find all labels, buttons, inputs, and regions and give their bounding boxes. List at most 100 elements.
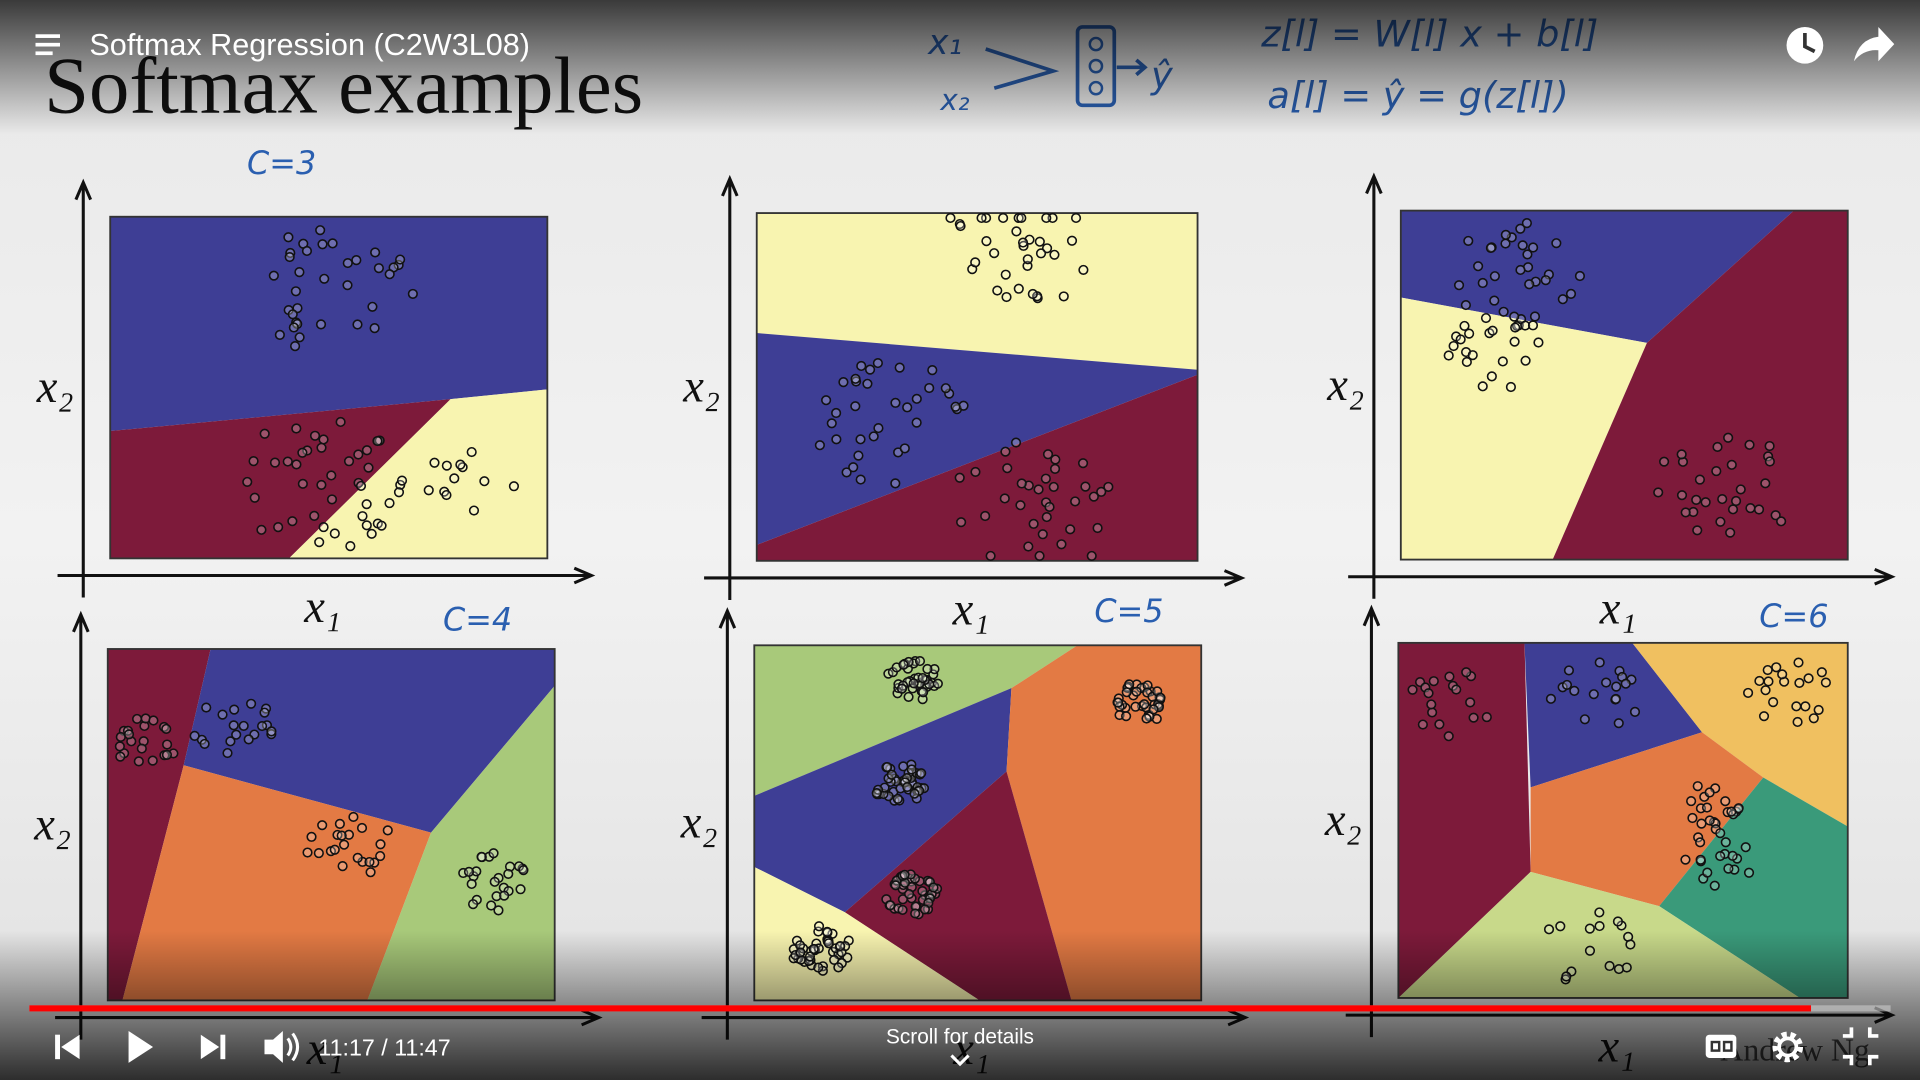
sample-point: [366, 528, 377, 539]
sample-point: [1042, 449, 1054, 460]
sample-point: [1701, 802, 1713, 813]
progress-played[interactable]: [29, 1005, 1812, 1012]
sample-point: [1515, 223, 1526, 234]
sample-point: [429, 457, 440, 468]
sample-point: [1426, 699, 1437, 710]
sample-point: [466, 446, 477, 458]
sample-point: [1444, 671, 1455, 682]
sample-point: [1092, 522, 1103, 534]
sample-point: [136, 743, 147, 754]
sample-point: [503, 868, 514, 879]
watch-later-button[interactable]: [1786, 26, 1824, 64]
sample-point: [471, 866, 482, 877]
sample-point: [1794, 677, 1805, 689]
sample-point: [1533, 337, 1544, 348]
sample-point: [814, 440, 825, 451]
sample-point: [1477, 381, 1488, 392]
sample-point: [1044, 501, 1055, 513]
sample-point: [922, 663, 933, 675]
fullscreen-button[interactable]: [1842, 1027, 1879, 1066]
sample-point: [883, 791, 894, 802]
sample-point: [441, 489, 452, 501]
sample-point: [318, 434, 329, 445]
sample-point: [393, 487, 405, 498]
video-title[interactable]: Softmax Regression (C2W3L08): [89, 28, 530, 62]
sample-point: [1820, 677, 1831, 688]
sample-point: [980, 510, 991, 522]
sample-point: [372, 435, 383, 447]
sample-point: [1487, 325, 1498, 336]
sample-point: [1762, 664, 1773, 676]
sample-point: [338, 839, 350, 850]
sample-point: [1065, 524, 1076, 535]
sample-point: [259, 428, 270, 439]
sample-point: [361, 520, 372, 531]
sample-point: [1764, 456, 1775, 467]
sample-point: [898, 761, 909, 772]
sample-point: [1033, 484, 1044, 495]
scroll-arrow: [950, 1054, 970, 1067]
volume-button[interactable]: [264, 1031, 300, 1063]
sample-point: [291, 459, 302, 470]
sample-point: [123, 729, 135, 740]
play-button[interactable]: [128, 1031, 154, 1063]
sample-point: [1078, 264, 1089, 276]
sample-point: [225, 736, 236, 747]
share-button[interactable]: [1853, 26, 1895, 62]
sample-point: [384, 269, 395, 280]
y-axis-label: x₂: [1326, 360, 1364, 411]
sample-point: [1726, 806, 1737, 817]
sample-point: [493, 905, 504, 916]
sample-point: [896, 683, 908, 694]
sample-point: [115, 731, 126, 743]
sample-point: [283, 232, 294, 243]
sample-point: [1070, 496, 1081, 507]
speaker-icon: [264, 1031, 283, 1063]
sample-point: [329, 844, 340, 855]
sample-point: [1080, 481, 1091, 492]
sample-point: [1760, 685, 1771, 696]
sample-point: [488, 848, 499, 859]
sample-point: [890, 880, 901, 891]
sample-point: [1692, 525, 1703, 536]
previous-button[interactable]: [55, 1034, 80, 1060]
sample-point: [201, 702, 212, 713]
sample-point: [231, 729, 242, 740]
sample-point: [395, 254, 406, 265]
sample-point: [853, 450, 864, 461]
sample-point: [903, 656, 914, 668]
cc-icon: [1722, 1040, 1733, 1052]
sample-point: [1010, 437, 1022, 448]
menu-icon: [35, 42, 60, 47]
sample-point: [318, 522, 329, 533]
sample-point: [1574, 270, 1586, 282]
sample-point: [831, 407, 842, 419]
sample-point: [841, 467, 852, 478]
x-axis: [57, 566, 596, 585]
sample-point: [902, 402, 913, 413]
sample-point: [1155, 692, 1166, 703]
decision-region: [110, 216, 548, 432]
sample-point: [486, 900, 497, 911]
sample-point: [351, 255, 362, 266]
decision-region: [110, 399, 451, 559]
sample-point: [1048, 481, 1059, 492]
sample-point: [1477, 277, 1488, 289]
scroll-hint[interactable]: Scroll for details: [886, 1025, 1034, 1048]
sample-point: [1594, 920, 1605, 932]
sample-point: [1694, 474, 1705, 485]
sample-point: [1460, 300, 1471, 311]
sample-point: [148, 715, 159, 726]
sample-point: [855, 434, 866, 445]
sample-point: [326, 494, 338, 505]
sample-point: [1686, 796, 1697, 807]
sample-point: [1813, 704, 1824, 716]
menu-button[interactable]: [35, 34, 60, 56]
sample-point: [1455, 334, 1466, 345]
sample-point: [1723, 432, 1734, 443]
sample-point: [848, 462, 859, 473]
sample-point: [1407, 684, 1418, 695]
decision-region: [756, 213, 1198, 370]
next-button[interactable]: [200, 1034, 226, 1060]
captions-button[interactable]: [1705, 1034, 1737, 1058]
